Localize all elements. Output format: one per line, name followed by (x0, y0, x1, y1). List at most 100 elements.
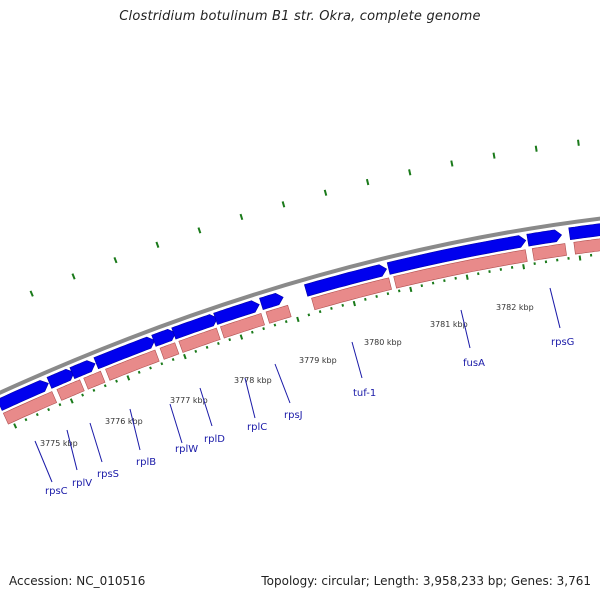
gene-leader-line (199, 387, 213, 427)
kbp-labels: 3775 kbp 3776 kbp 3777 kbp 3778 kbp 3779 kbp… (40, 303, 534, 448)
scale-tick (578, 255, 582, 261)
kbp-label: 3779 kbp (299, 356, 337, 365)
scale-tick (35, 413, 39, 417)
gene-label: rpsS (97, 469, 119, 480)
gc-tick (113, 256, 118, 264)
reverse-gene (265, 304, 292, 324)
gc-tick (71, 273, 76, 280)
kbp-label: 3776 kbp (105, 417, 143, 426)
scale-tick (228, 338, 232, 342)
kbp-label: 3777 kbp (170, 396, 208, 405)
scale-tick (81, 393, 85, 397)
scale-tick (160, 362, 164, 366)
scale-tick (69, 398, 74, 404)
scale-tick (137, 370, 141, 374)
gene-leader-line (244, 377, 256, 419)
forward-gene (386, 235, 527, 275)
gene-label: rpsC (45, 486, 68, 497)
scale-tick (364, 297, 367, 301)
reverse-gene (105, 349, 160, 381)
scale-tick (443, 279, 446, 283)
gene-leader-line (89, 422, 103, 463)
scale-tick (250, 330, 254, 334)
gc-tick (450, 160, 454, 167)
scale-tick (522, 264, 526, 270)
scale-tick (24, 418, 28, 422)
genome-backbone (0, 216, 600, 395)
scale-tick (431, 281, 435, 285)
scale-tick (397, 289, 401, 293)
scale-tick (13, 423, 18, 429)
kbp-label: 3775 kbp (40, 439, 78, 448)
scale-tick (296, 316, 300, 323)
scale-tick (420, 284, 424, 288)
forward-gene (171, 314, 218, 340)
scale-tick (454, 276, 457, 280)
gc-tick (281, 201, 286, 208)
scale-tick (375, 295, 378, 298)
forward-gene (46, 368, 75, 389)
kbp-label: 3778 kbp (234, 376, 272, 385)
scale-tick (103, 384, 107, 388)
gene-leader-line (169, 403, 183, 444)
gene-label: rplV (72, 478, 92, 489)
scale-tick (115, 379, 118, 383)
reverse-gene (178, 327, 221, 353)
gc-tick (323, 189, 328, 196)
scale-tick (205, 345, 209, 349)
scale-tick (239, 334, 244, 340)
kbp-label: 3782 kbp (496, 303, 534, 312)
gene-label: tuf-1 (353, 388, 376, 399)
kbp-label: 3780 kbp (364, 338, 402, 347)
scale-tick (386, 292, 390, 296)
reverse-genes (2, 238, 600, 425)
scale-tick (183, 353, 187, 360)
forward-gene (304, 264, 388, 297)
scale-tick (194, 349, 198, 353)
reverse-gene (573, 238, 600, 255)
accession-text: Accession: NC_010516 (9, 574, 146, 588)
reverse-gene (220, 313, 265, 339)
scale-tick (149, 366, 152, 370)
scale-tick (92, 388, 96, 392)
gene-label: rplB (136, 457, 156, 468)
topology-text: Topology: circular; Length: 3,958,233 bp… (261, 574, 591, 588)
scale-tick (465, 274, 469, 280)
gc-tick (197, 227, 202, 234)
reverse-gene (393, 249, 528, 289)
reverse-gene (2, 391, 58, 425)
forward-gene (259, 292, 284, 310)
forward-gene (526, 229, 563, 247)
scale-tick (58, 403, 62, 407)
gene-label: rplD (204, 434, 225, 445)
reverse-gene (531, 243, 567, 261)
gc-tick (577, 139, 580, 146)
gc-tick (29, 290, 34, 297)
reverse-gene (56, 379, 85, 401)
gc-tick (408, 169, 412, 176)
scale-tick (318, 310, 322, 314)
forward-gene (93, 336, 156, 370)
gene-labels: rpsC rplV rpsS rplB rplW rplD rplC rpsJ tuf-1 fus… (34, 287, 574, 497)
reverse-gene (83, 370, 106, 390)
gene-leader-line (129, 408, 141, 451)
forward-genes (0, 223, 600, 411)
forward-gene (568, 223, 600, 241)
gene-leader-line (351, 341, 363, 379)
scale-tick (330, 306, 333, 310)
scale-tick (352, 300, 356, 307)
scale-tick (284, 320, 288, 324)
gene-leader-line (66, 429, 78, 471)
kbp-label: 3781 kbp (430, 320, 468, 329)
forward-gene (151, 328, 177, 347)
scale-tick (171, 358, 175, 362)
gene-label: rplC (247, 422, 267, 433)
gene-label: rpsJ (284, 410, 303, 421)
scale-tick (307, 313, 311, 317)
gene-leader-line (34, 440, 53, 483)
forward-gene (0, 380, 49, 411)
forward-gene (69, 360, 96, 379)
gc-ticks (29, 139, 580, 297)
gc-tick (155, 241, 160, 248)
gc-tick (239, 213, 244, 221)
